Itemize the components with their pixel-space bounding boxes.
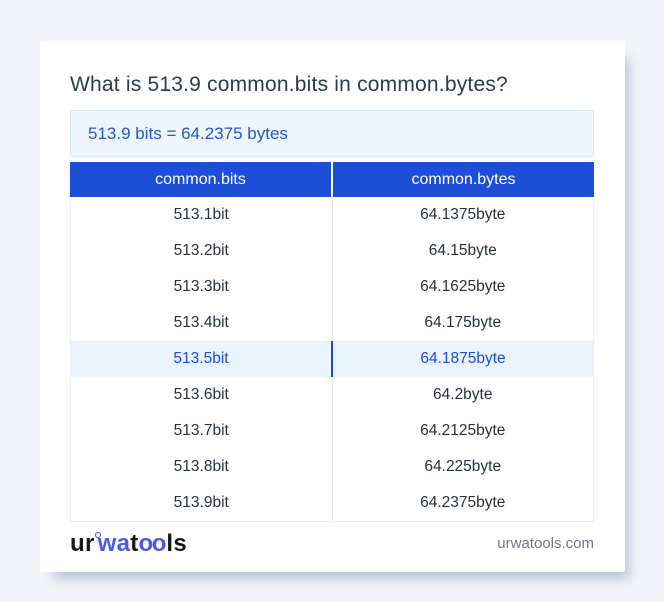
cell-bytes-value: 64.15byte [428, 242, 497, 259]
cell-bytes-value: 64.1625byte [420, 278, 506, 295]
table-header-row: common.bits common.bytes [70, 162, 594, 197]
cell-bits-value: 513.7bit [71, 413, 333, 449]
logo-goggles-icon: oo [138, 529, 167, 557]
table-body: 513.1bit 64.1375byte 513.2bit 64.15byte 513.… [70, 197, 594, 522]
result-banner: 513.9 bits = 64.2375 bytes [70, 110, 594, 157]
table-row: 513.7bit 64.2125byte [71, 413, 593, 449]
cell-bits-value: 513.3bit [71, 269, 333, 305]
website-url: urwatools.com [497, 535, 594, 552]
table-row: 513.4bit 64.175byte [71, 305, 593, 341]
logo-text-dark: ls [166, 529, 187, 557]
cell-bytes-value: 64.1875byte [420, 350, 506, 367]
cell-bits-value: 513.8bit [71, 449, 333, 485]
conversion-table: common.bits common.bytes 513.1bit 64.1375… [70, 162, 594, 522]
cell-bits-value: 513.9bit [71, 485, 333, 521]
logo-ring-icon [94, 531, 101, 538]
cell-bits-value: 513.4bit [71, 305, 333, 341]
logo-text-blue: wa [97, 529, 131, 557]
cell-bytes-value: 64.1375byte [420, 206, 506, 223]
table-row: 513.6bit 64.2byte [71, 377, 593, 413]
cell-bits-value: 513.2bit [71, 233, 333, 269]
cell-bytes-value: 64.2375byte [420, 494, 506, 511]
card-footer: ur watools urwatools.com [70, 522, 594, 561]
table-header-bits: common.bits [70, 162, 333, 197]
converter-card: What is 513.9 common.bits in common.byte… [40, 41, 625, 572]
table-row-highlighted: 513.5bit 64.1875byte [71, 341, 593, 377]
cell-bytes-value: 64.225byte [424, 458, 502, 475]
result-text: 513.9 bits = 64.2375 bytes [88, 123, 288, 143]
page-title: What is 513.9 common.bits in common.byte… [70, 73, 508, 96]
cell-bits-value: 513.5bit [71, 341, 333, 377]
cell-bytes-value: 64.2125byte [420, 422, 506, 439]
table-row: 513.3bit 64.1625byte [71, 269, 593, 305]
table-row: 513.8bit 64.225byte [71, 449, 593, 485]
cell-bytes-value: 64.2byte [433, 386, 493, 403]
table-row: 513.1bit 64.1375byte [71, 197, 593, 233]
table-row: 513.9bit 64.2375byte [71, 485, 593, 521]
cell-bytes-value: 64.175byte [424, 314, 502, 331]
logo-text-dark: t [130, 529, 139, 557]
logo-text-dark: ur [70, 529, 95, 557]
brand-logo[interactable]: ur watools [70, 529, 187, 557]
cell-bits-value: 513.1bit [71, 197, 333, 233]
table-header-bytes: common.bytes [411, 170, 516, 188]
table-row: 513.2bit 64.15byte [71, 233, 593, 269]
cell-bits-value: 513.6bit [71, 377, 333, 413]
